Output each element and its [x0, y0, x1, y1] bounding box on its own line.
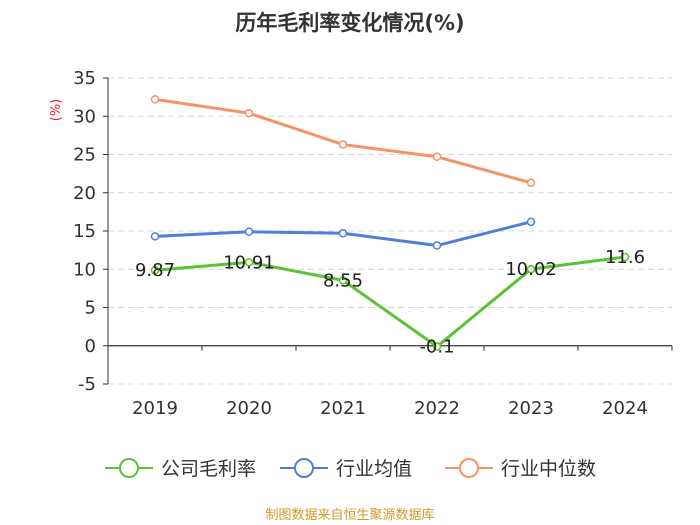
y-tick-label: -5: [78, 374, 96, 395]
x-tick-label: 2020: [226, 398, 272, 419]
data-label: 10.91: [223, 252, 275, 273]
data-label: 8.55: [323, 270, 363, 291]
series-group: [150, 95, 630, 351]
y-tick-label: 5: [85, 298, 96, 319]
legend-label: 行业中位数: [501, 458, 596, 480]
y-tick-label: 25: [73, 145, 96, 166]
data-point: [338, 229, 348, 238]
legend: 公司毛利率 行业均值 行业中位数: [105, 458, 596, 480]
data-label: 10.02: [505, 259, 557, 280]
data-point: [338, 276, 348, 285]
y-tick-label: 30: [73, 106, 96, 127]
data-point: [526, 178, 536, 188]
data-point: [526, 217, 536, 227]
x-tick-label: 2023: [508, 398, 554, 419]
data-point: [432, 152, 442, 162]
y-axis-label: (%): [49, 99, 64, 122]
legend-label: 行业均值: [336, 458, 412, 480]
y-tick-label: 0: [85, 336, 96, 357]
data-point: [244, 108, 254, 118]
data-point: [432, 342, 442, 351]
data-point: [526, 264, 536, 274]
legend-swatch-marker: [119, 458, 139, 478]
gridlines: [108, 77, 672, 385]
axes: -5 0 5 10 15 20 25 30 35 2019 2020 2021 2022 2023 2024: [73, 68, 673, 419]
data-label: 11.6: [605, 247, 645, 268]
y-tick-label: 35: [73, 68, 96, 89]
x-tick-label: 2019: [132, 398, 178, 419]
legend-label: 公司毛利率: [161, 458, 256, 480]
data-point: [620, 252, 630, 262]
chart-title: 历年毛利率变化情况(%): [235, 11, 464, 35]
x-tick-label: 2022: [414, 398, 460, 419]
data-point: [150, 265, 160, 275]
x-tick-label: 2024: [602, 398, 648, 419]
data-point: [150, 95, 160, 104]
data-labels: 9.87 10.91 8.55 -0.1 10.02 11.6: [135, 247, 645, 358]
y-tick-label: 15: [73, 221, 96, 242]
data-point: [244, 227, 254, 237]
y-tick-label: 20: [73, 183, 96, 204]
data-label: 9.87: [135, 260, 175, 281]
x-tick-label: 2021: [320, 398, 366, 419]
data-label: -0.1: [419, 337, 454, 358]
data-point: [338, 140, 348, 149]
y-tick-label: 10: [73, 259, 96, 280]
data-point: [432, 241, 442, 250]
source-note: 制图数据来自恒生聚源数据库: [265, 507, 434, 523]
series-line-0: [154, 255, 626, 349]
legend-swatch-marker: [294, 458, 314, 478]
data-point: [150, 232, 160, 241]
legend-swatch-marker: [459, 458, 479, 478]
data-point: [244, 258, 254, 267]
